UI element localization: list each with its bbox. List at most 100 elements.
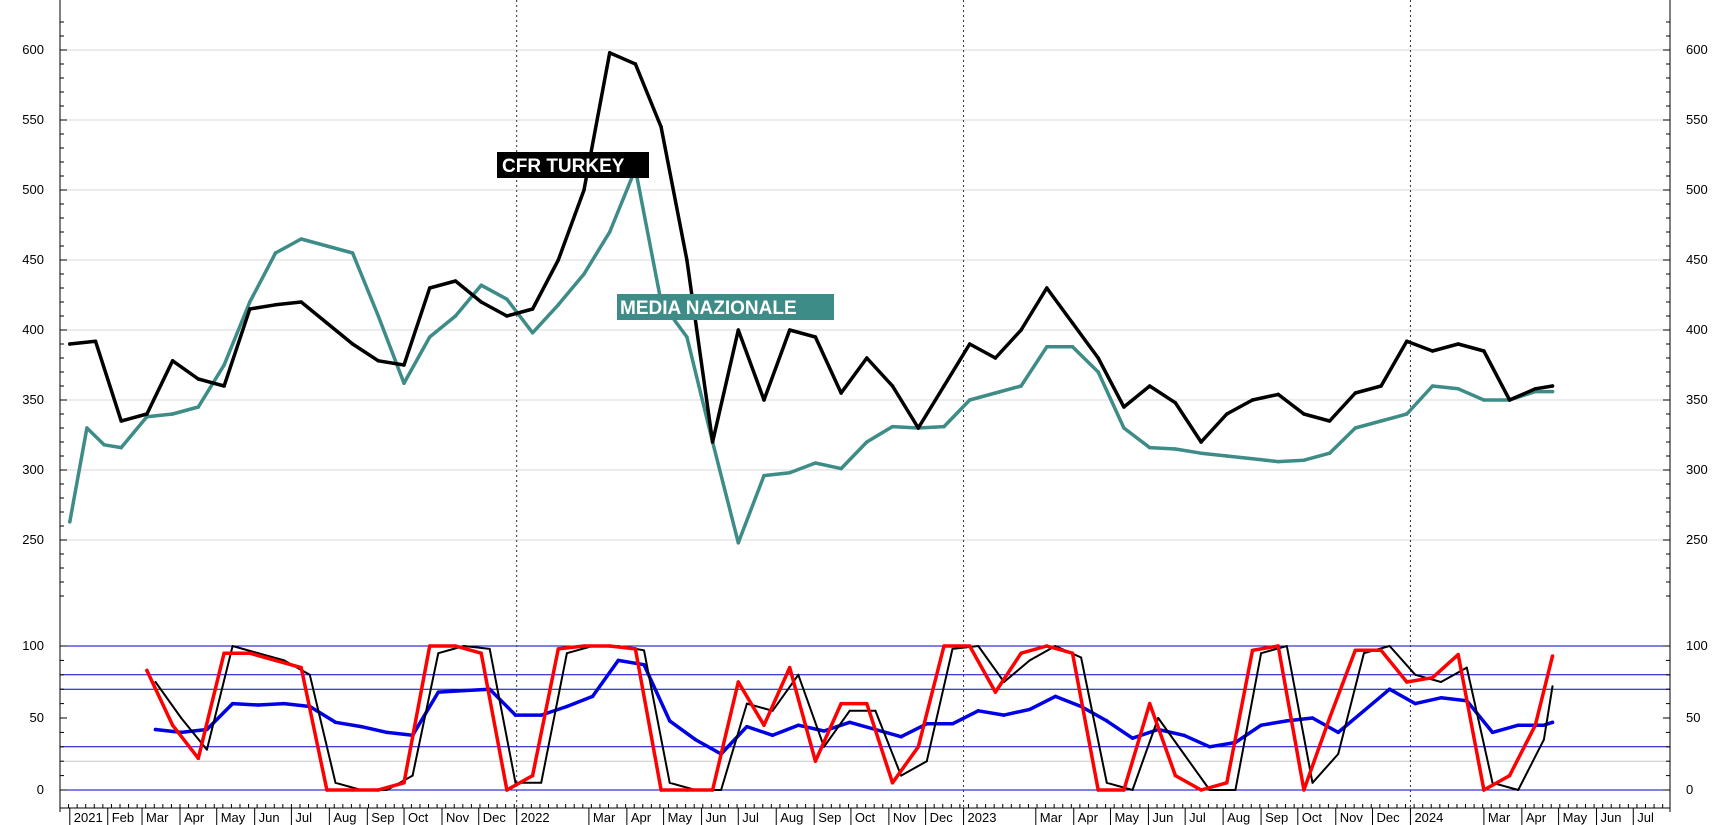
- series-line-media-nazionale-point: [1550, 389, 1555, 394]
- oscillator-line-black-point: [180, 717, 183, 719]
- oscillator-line-blue-point: [565, 704, 569, 709]
- main-panel-grid: [60, 49, 1670, 541]
- oscillator-line-blue-point: [1105, 719, 1109, 723]
- oscillator-line-red-point: [170, 723, 175, 727]
- oscillator-line-blue-point: [1542, 723, 1546, 727]
- oscillator-line-blue-point: [1182, 733, 1186, 738]
- series-line-media-nazionale-point: [762, 473, 766, 478]
- series-label-media-nazionale-text: MEDIA NAZIONALE: [620, 298, 797, 319]
- oscillator-line-blue-point: [1336, 730, 1340, 735]
- month-label: Jul: [295, 810, 312, 825]
- series-line-media-nazionale-point: [479, 283, 483, 287]
- series-line-media-nazionale-point: [1302, 458, 1306, 462]
- series-line-cfr-turkey-point: [1122, 405, 1126, 409]
- oscillator-right-tick-label: 0: [1686, 782, 1693, 797]
- main-left-tick-label: 350: [22, 392, 44, 407]
- series-line-media-nazionale-point: [1327, 451, 1332, 455]
- main-left-tick-labels: 250 300 350 400 450 500 550 600: [22, 42, 44, 547]
- oscillator-line-black-point: [1517, 789, 1520, 791]
- oscillator-line-black-point: [1362, 652, 1365, 655]
- month-label: Dec: [930, 810, 954, 825]
- main-right-tick-label: 350: [1686, 392, 1708, 407]
- oscillator-line-blue-point: [642, 662, 646, 667]
- series-line-cfr-turkey-point: [1550, 384, 1555, 388]
- oscillator-line-blue-point: [282, 701, 286, 706]
- oscillator-line-red-point: [685, 788, 689, 792]
- series-line-cfr-turkey-point: [1045, 286, 1049, 290]
- series-line-media-nazionale-point: [942, 424, 946, 429]
- series-line-media-nazionale-point: [376, 314, 381, 318]
- series-line-cfr-turkey-point: [1302, 412, 1306, 416]
- oscillator-line-red-point: [1225, 781, 1229, 785]
- oscillator-line-black-point: [874, 709, 877, 712]
- oscillator-line-black-point: [745, 702, 748, 705]
- series-line-cfr-turkey-point: [196, 377, 201, 381]
- month-label: Sep: [1265, 810, 1288, 825]
- series-line-media-nazionale-point: [607, 230, 612, 234]
- oscillator-right-tick-label: 100: [1686, 638, 1708, 653]
- series-line-cfr-turkey-point: [942, 384, 946, 388]
- oscillator-line-red-point: [633, 647, 638, 651]
- series-line-cfr-turkey-point: [582, 188, 586, 192]
- oscillator-line-red-point: [222, 651, 226, 655]
- series-line-media-nazionale-point: [170, 412, 175, 416]
- oscillator-line-black-point: [1414, 673, 1417, 676]
- month-label: Oct: [855, 810, 876, 825]
- oscillator-line-red-point: [839, 701, 843, 706]
- oscillator-line-blue-point: [847, 720, 852, 725]
- series-line-media-nazionale-point: [196, 405, 201, 409]
- month-label: Jun: [1152, 810, 1173, 825]
- series-label-media-nazionale: MEDIA NAZIONALE: [617, 294, 834, 320]
- series-line-cfr-turkey-point: [68, 342, 72, 346]
- series-line-media-nazionale-point: [582, 272, 586, 276]
- month-label: Mar: [593, 810, 616, 825]
- series-line-cfr-turkey-point: [1379, 384, 1383, 388]
- main-right-tick-label: 450: [1686, 252, 1708, 267]
- oscillator-line-red-point: [1405, 680, 1409, 684]
- series-line-media-nazionale-point: [1019, 384, 1023, 388]
- oscillator-line-black-point: [231, 645, 234, 647]
- oscillator-line-red-point: [196, 756, 201, 761]
- main-left-tick-label: 300: [22, 462, 44, 477]
- main-right-tick-label: 300: [1686, 462, 1708, 477]
- oscillator-line-red-point: [1507, 773, 1512, 778]
- month-label: Nov: [446, 810, 470, 825]
- series-line-cfr-turkey-point: [170, 359, 175, 363]
- oscillator-line-black-point: [1465, 666, 1468, 669]
- oscillator-series-lines: [145, 644, 1555, 792]
- series-line-cfr-turkey-point: [659, 125, 663, 129]
- series-line-cfr-turkey-point: [1430, 349, 1435, 353]
- month-label: 2024: [1414, 810, 1443, 825]
- oscillator-line-blue-point: [616, 658, 621, 663]
- series-line-media-nazionale-point: [222, 363, 226, 367]
- series-line-cfr-turkey-point: [1147, 384, 1152, 388]
- series-line-media-nazionale-point: [1096, 370, 1100, 374]
- oscillator-line-red-point: [556, 647, 561, 651]
- oscillator-line-red-point: [427, 644, 432, 648]
- oscillator-line-red-point: [1122, 788, 1126, 792]
- series-line-media-nazionale-point: [350, 251, 355, 255]
- main-right-tick-label: 600: [1686, 42, 1708, 57]
- oscillator-line-red-point: [967, 644, 972, 648]
- month-label: Jul: [1189, 810, 1206, 825]
- oscillator-line-blue-point: [153, 727, 158, 732]
- oscillator-line-blue-point: [1130, 736, 1135, 740]
- series-line-media-nazionale-point: [1379, 419, 1383, 423]
- series-line-media-nazionale-point: [1225, 454, 1229, 458]
- oscillator-line-blue-point: [436, 690, 441, 694]
- oscillator-line-black-point: [720, 789, 723, 791]
- oscillator-line-red-point: [1430, 675, 1435, 680]
- main-right-tick-label: 500: [1686, 182, 1708, 197]
- series-line-media-nazionale-point: [685, 335, 689, 339]
- oscillator-right-tick-labels: 0 50 100: [1686, 638, 1708, 797]
- oscillator-line-red-point: [865, 701, 869, 706]
- series-line-cfr-turkey-point: [967, 342, 972, 346]
- month-label: Sep: [818, 810, 841, 825]
- month-label: Mar: [146, 810, 169, 825]
- series-line-media-nazionale-point: [1147, 445, 1152, 450]
- oscillator-line-black-point: [1285, 645, 1288, 647]
- oscillator-line-red-point: [505, 788, 509, 792]
- series-line-cfr-turkey-point: [1096, 356, 1100, 360]
- oscillator-line-red-point: [1379, 648, 1383, 653]
